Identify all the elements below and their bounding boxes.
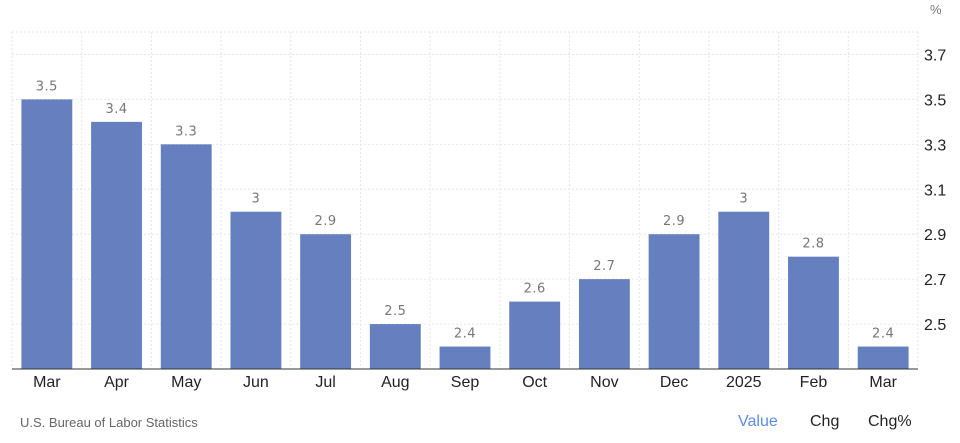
data-label: 3.4 (105, 102, 127, 117)
bar (230, 211, 282, 369)
data-label: 2.9 (315, 214, 337, 229)
x-tick-label: Aug (381, 374, 409, 391)
y-tick-label: 2.9 (924, 227, 946, 244)
x-tick-label: Mar (869, 374, 897, 391)
x-tick-label: Mar (33, 374, 61, 391)
y-tick-label: 2.5 (924, 317, 946, 334)
data-label: 2.5 (384, 304, 406, 319)
unit-label: % (930, 2, 942, 17)
bar (91, 121, 142, 369)
chg-link[interactable]: Chg (810, 413, 840, 430)
bar (857, 346, 909, 369)
x-tick-label: Nov (590, 374, 618, 391)
bar (369, 324, 421, 369)
bar (21, 99, 73, 370)
data-label: 3.5 (36, 79, 58, 94)
x-tick-label: Feb (800, 374, 828, 391)
bar (439, 346, 491, 369)
bar (578, 279, 630, 369)
bar-chart: 2.5 2.7 2.9 3.1 3.3 3.5 3.7 3.5 Mar 3.4 Apr 3.3 May 3… (11, 31, 946, 391)
x-tick-label: Jun (243, 374, 269, 391)
bar (788, 256, 839, 369)
bar (160, 144, 212, 369)
x-tick-label: Jul (315, 374, 335, 391)
x-tick-label: 2025 (726, 374, 762, 391)
bar (648, 234, 700, 369)
x-tick-label: Apr (104, 374, 130, 391)
value-link[interactable]: Value (738, 413, 778, 430)
x-tick-label: Dec (660, 374, 688, 391)
data-label: 3 (252, 192, 261, 207)
x-tick-label: Sep (451, 374, 480, 391)
y-tick-label: 3.1 (924, 182, 946, 199)
bar (300, 234, 352, 369)
data-label: 2.6 (524, 282, 546, 297)
data-label: 3.3 (175, 124, 197, 139)
bar (718, 211, 770, 369)
y-tick-label: 3.3 (924, 137, 946, 154)
x-tick-label: May (171, 374, 201, 391)
x-tick-label: Oct (522, 374, 547, 391)
y-tick-label: 3.5 (924, 92, 946, 109)
data-label: 3 (739, 192, 748, 207)
source-label: U.S. Bureau of Labor Statistics (20, 415, 198, 430)
data-label: 2.9 (663, 214, 685, 229)
data-label: 2.4 (454, 327, 476, 342)
y-tick-label: 3.7 (924, 47, 946, 64)
y-tick-label: 2.7 (924, 272, 946, 289)
data-label: 2.8 (802, 237, 824, 252)
data-label: 2.4 (872, 327, 894, 342)
data-label: 2.7 (593, 259, 615, 274)
chg-percent-link[interactable]: Chg% (868, 413, 912, 430)
bar (509, 301, 561, 369)
